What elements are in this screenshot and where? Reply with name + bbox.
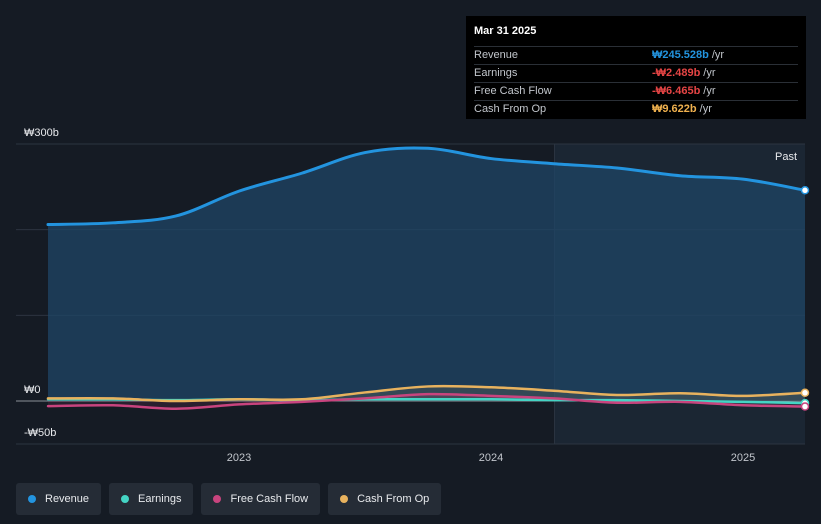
legend-item-free-cash-flow[interactable]: Free Cash Flow: [201, 483, 321, 515]
x-axis-labels: 2023 2024 2025: [227, 452, 755, 464]
revenue-line: [46, 146, 807, 227]
legend-label: Free Cash Flow: [230, 493, 309, 505]
tooltip-value: -₩2.489b: [652, 67, 701, 79]
series-endpoints: [800, 186, 810, 411]
revenue-area: [48, 147, 805, 401]
tooltip-row-revenue: Revenue ₩245.528b /yr: [474, 46, 798, 64]
tooltip-unit: /yr: [703, 67, 716, 79]
revenue-dot-icon: [28, 495, 36, 503]
y-tick-label: ₩300b: [24, 127, 59, 139]
y-tick-label: ₩0: [24, 384, 41, 396]
tooltip-row-earnings: Earnings -₩2.489b /yr: [474, 64, 798, 82]
legend-item-earnings[interactable]: Earnings: [109, 483, 194, 515]
tooltip-row-free-cash-flow: Free Cash Flow -₩6.465b /yr: [474, 82, 798, 100]
tooltip-unit: /yr: [703, 85, 716, 97]
x-tick-label: 2024: [479, 452, 503, 464]
tooltip-panel: Mar 31 2025 Revenue ₩245.528b /yr Earnin…: [466, 16, 806, 119]
tooltip-unit: /yr: [699, 103, 712, 115]
revenue-endpoint: [800, 186, 810, 195]
cash-from-op-endpoint: [800, 388, 810, 398]
tooltip-unit: /yr: [711, 49, 725, 61]
tooltip-label: Free Cash Flow: [474, 85, 552, 97]
area-fills: [48, 147, 805, 409]
free-cash-flow-line: [46, 392, 807, 410]
legend-label: Earnings: [138, 493, 182, 505]
tooltip-label: Earnings: [474, 67, 518, 79]
tooltip-value: ₩9.622b: [652, 103, 697, 115]
tooltip-date: Mar 31 2025: [474, 25, 537, 37]
free-cash-flow-dot-icon: [213, 495, 222, 503]
past-label: Past: [775, 151, 797, 163]
legend-item-cash-from-op[interactable]: Cash From Op: [328, 483, 442, 515]
tooltip-label: Revenue: [474, 49, 519, 61]
tooltip-value: ₩245.528b: [652, 49, 709, 61]
tooltip-row-cash-from-op: Cash From Op ₩9.622b /yr: [474, 100, 798, 118]
legend-label: Cash From Op: [357, 493, 430, 505]
series-lines: [46, 146, 807, 410]
cash-from-op-dot-icon: [340, 495, 349, 503]
free-cash-flow-endpoint: [800, 402, 810, 411]
cash-from-op-line: [46, 384, 807, 403]
y-tick-label: -₩50b: [24, 427, 56, 439]
x-tick-label: 2025: [731, 452, 755, 464]
earnings-dot-icon: [121, 495, 130, 503]
x-tick-label: 2023: [227, 452, 251, 464]
legend: Revenue Earnings Free Cash Flow Cash Fro…: [16, 483, 442, 515]
tooltip-label: Cash From Op: [474, 103, 547, 115]
legend-item-revenue[interactable]: Revenue: [16, 483, 102, 515]
y-axis-labels: ₩300b ₩0 -₩50b: [24, 127, 59, 439]
tooltip-value: -₩6.465b: [652, 85, 701, 97]
legend-label: Revenue: [45, 493, 90, 505]
